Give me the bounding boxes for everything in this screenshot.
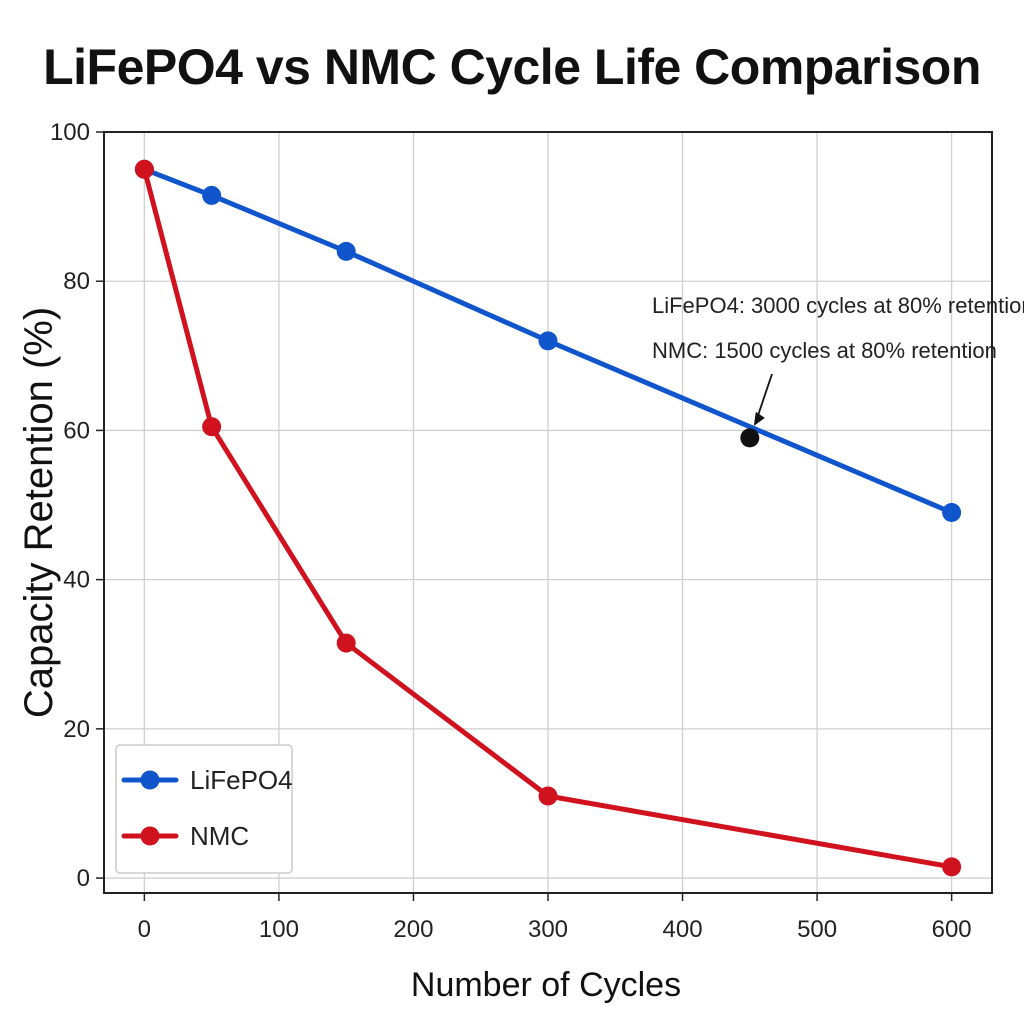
data-point-lifepo4 — [538, 331, 558, 351]
data-point-nmc — [942, 857, 962, 877]
data-point-nmc — [202, 417, 222, 437]
x-tick-label: 200 — [393, 916, 433, 943]
legend[interactable]: LiFePO4 NMC — [115, 744, 293, 874]
annotation-lifepo4: LiFePO4: 3000 cycles at 80% retention — [652, 293, 1024, 318]
data-point-lifepo4 — [202, 185, 222, 205]
legend-marker-nmc — [140, 826, 160, 846]
legend-box — [115, 744, 293, 874]
legend-label-nmc: NMC — [190, 821, 249, 851]
x-axis-ticks: 0 100 200 300 400 500 600 — [138, 893, 972, 943]
series-layer — [134, 159, 962, 877]
y-axis-ticks: 0 20 40 60 80 100 — [50, 119, 104, 892]
y-tick-label: 20 — [63, 716, 90, 743]
x-tick-label: 100 — [259, 916, 299, 943]
x-axis-label: Number of Cycles — [411, 966, 681, 1004]
x-tick-label: 600 — [932, 916, 972, 943]
y-tick-label: 0 — [77, 865, 90, 892]
y-tick-label: 40 — [63, 567, 90, 594]
annotation-layer: LiFePO4: 3000 cycles at 80% retention NM… — [652, 293, 1024, 426]
data-point-lifepo4 — [942, 503, 962, 522]
legend-label-lifepo4: LiFePO4 — [190, 765, 293, 795]
data-point-nmc — [134, 159, 154, 179]
highlight-point — [740, 428, 760, 448]
data-point-nmc — [538, 786, 558, 806]
chart-title: LiFePO4 vs NMC Cycle Life Comparison — [43, 39, 981, 95]
data-point-lifepo4 — [336, 241, 356, 261]
y-tick-label: 80 — [63, 268, 90, 295]
x-tick-label: 300 — [528, 916, 568, 943]
annotation-nmc: NMC: 1500 cycles at 80% retention — [652, 338, 997, 363]
x-tick-label: 500 — [797, 916, 837, 943]
legend-marker-lifepo4 — [140, 770, 160, 790]
y-tick-label: 100 — [50, 119, 90, 146]
y-tick-label: 60 — [63, 417, 90, 444]
y-axis-label: Capacity Retention (%) — [17, 307, 61, 718]
x-tick-label: 400 — [663, 916, 703, 943]
annotation-arrow-head — [753, 411, 765, 426]
grid-lines — [104, 131, 992, 893]
data-point-nmc — [336, 633, 356, 653]
x-tick-label: 0 — [138, 916, 151, 943]
